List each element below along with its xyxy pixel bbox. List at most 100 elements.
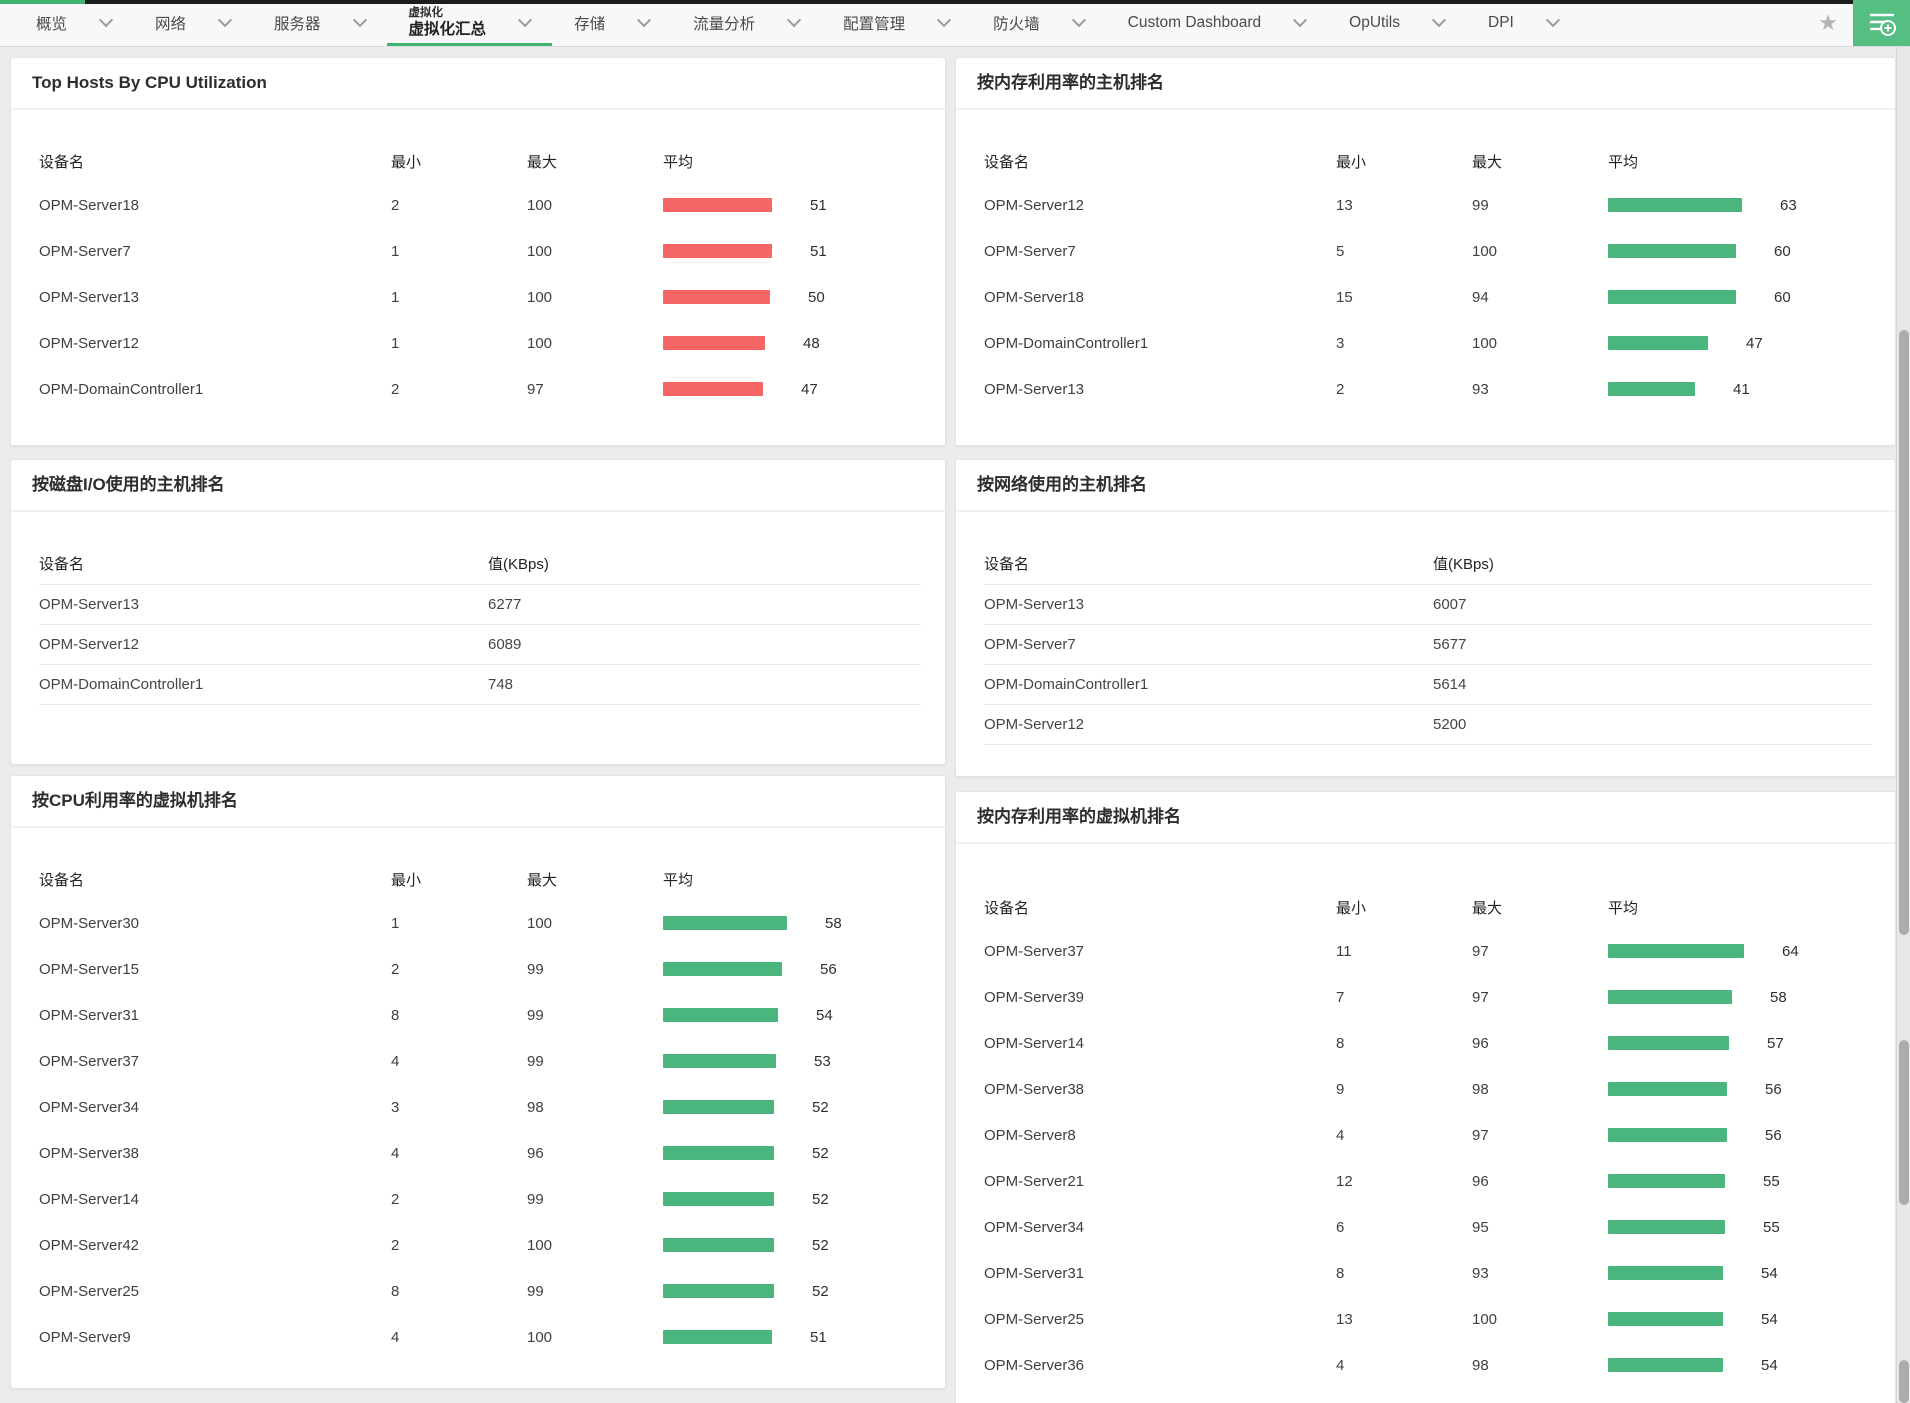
device-name[interactable]: OPM-Server25	[984, 1310, 1085, 1328]
device-name[interactable]: OPM-Server7	[984, 242, 1076, 260]
average-bar	[1608, 990, 1732, 1004]
device-name[interactable]: OPM-Server7	[39, 242, 131, 260]
tab-virtualization-summary[interactable]: 虚拟化 虚拟化汇总	[386, 0, 553, 46]
favorite-star-icon[interactable]: ★	[1818, 10, 1838, 35]
max-value: 100	[527, 1236, 553, 1254]
tab-oputils[interactable]: OpUtils	[1327, 0, 1466, 46]
col-max: 最大	[1472, 899, 1503, 917]
table-row: OPM-Server31 8 93 54	[984, 1250, 1871, 1296]
col-avg: 平均	[663, 871, 694, 889]
table-header: 设备名 值(KBps)	[39, 542, 921, 585]
min-value: 1	[391, 242, 400, 260]
average-value: 54	[1761, 1356, 1778, 1374]
tab-storage[interactable]: 存储	[552, 0, 671, 46]
min-value: 2	[391, 1190, 400, 1208]
max-value: 97	[1472, 988, 1489, 1006]
tab-firewall[interactable]: 防火墙	[971, 0, 1106, 46]
min-value: 2	[1336, 380, 1345, 398]
table-header: 设备名 最小 最大 平均	[39, 858, 921, 900]
scrollbar-thumb[interactable]	[1899, 1360, 1909, 1403]
device-name[interactable]: OPM-Server30	[39, 914, 140, 932]
max-value: 100	[1472, 334, 1498, 352]
chevron-down-icon	[352, 13, 367, 28]
tab-traffic-analysis[interactable]: 流量分析	[671, 0, 821, 46]
device-name[interactable]: OPM-Server18	[39, 196, 140, 214]
min-value: 6	[1336, 1218, 1345, 1236]
table-row: OPM-Server12 1 100 48	[39, 320, 921, 366]
device-name[interactable]: OPM-Server15	[39, 960, 140, 978]
panel-top-vms-cpu: 按CPU利用率的虚拟机排名 设备名 最小 最大 平均 OPM-Server30 1…	[10, 775, 946, 1389]
device-name[interactable]: OPM-Server25	[39, 1282, 140, 1300]
min-value: 7	[1336, 988, 1345, 1006]
min-value: 4	[391, 1328, 400, 1346]
min-value: 8	[391, 1006, 400, 1024]
device-name[interactable]: OPM-Server8	[984, 1126, 1076, 1144]
col-max: 最大	[527, 153, 558, 171]
device-name[interactable]: OPM-Server12	[984, 196, 1085, 214]
device-name[interactable]: OPM-DomainController1	[39, 676, 204, 693]
tab-label: 服务器	[274, 16, 321, 33]
tab-dpi[interactable]: DPI	[1466, 0, 1580, 46]
tab-custom-dashboard[interactable]: Custom Dashboard	[1106, 0, 1328, 46]
device-name[interactable]: OPM-Server37	[39, 1052, 140, 1070]
device-name[interactable]: OPM-Server37	[984, 942, 1085, 960]
device-name[interactable]: OPM-Server9	[39, 1328, 131, 1346]
device-name[interactable]: OPM-DomainController1	[984, 676, 1149, 693]
table-row: OPM-Server15 2 99 56	[39, 946, 921, 992]
tab-servers[interactable]: 服务器	[252, 0, 387, 46]
device-name[interactable]: OPM-Server34	[39, 1098, 140, 1116]
device-name[interactable]: OPM-Server34	[984, 1218, 1085, 1236]
vertical-scrollbar[interactable]	[1896, 46, 1910, 1403]
device-name[interactable]: OPM-Server42	[39, 1236, 140, 1254]
device-name[interactable]: OPM-Server14	[39, 1190, 140, 1208]
min-value: 2	[391, 196, 400, 214]
tab-label: 网络	[155, 16, 187, 33]
device-name[interactable]: OPM-Server14	[984, 1034, 1085, 1052]
col-device-name: 设备名	[984, 555, 1030, 573]
tab-label-stack: 虚拟化 虚拟化汇总	[409, 7, 487, 38]
device-name[interactable]: OPM-Server12	[39, 334, 140, 352]
panel-title: 按CPU利用率的虚拟机排名	[11, 776, 945, 828]
device-name[interactable]: OPM-Server13	[39, 288, 140, 306]
device-name[interactable]: OPM-DomainController1	[39, 380, 204, 398]
table-header: 设备名 值(KBps)	[984, 542, 1871, 585]
average-bar	[1608, 1082, 1727, 1096]
device-name[interactable]: OPM-DomainController1	[984, 334, 1149, 352]
tab-overview[interactable]: 概览	[14, 0, 133, 46]
chevron-down-icon	[637, 13, 652, 28]
max-value: 93	[1472, 380, 1489, 398]
max-value: 97	[527, 380, 544, 398]
tab-network[interactable]: 网络	[133, 0, 252, 46]
table-row: OPM-Server13 6277	[39, 585, 921, 625]
table-row: OPM-Server21 12 96 55	[984, 1158, 1871, 1204]
top-accent-bar-progress	[0, 0, 85, 4]
device-name[interactable]: OPM-Server18	[984, 288, 1085, 306]
chevron-down-icon	[1071, 13, 1086, 28]
device-name[interactable]: OPM-Server12	[39, 636, 140, 653]
device-name[interactable]: OPM-Server38	[984, 1080, 1085, 1098]
device-name[interactable]: OPM-Server13	[39, 596, 140, 613]
table-row: OPM-Server7 1 100 51	[39, 228, 921, 274]
device-name[interactable]: OPM-Server12	[984, 716, 1085, 733]
table-row: OPM-Server18 15 94 60	[984, 274, 1871, 320]
value-kbps: 6277	[488, 596, 522, 613]
tab-config-management[interactable]: 配置管理	[821, 0, 971, 46]
average-bar	[1608, 1358, 1723, 1372]
scrollbar-thumb[interactable]	[1899, 1040, 1909, 1205]
device-name[interactable]: OPM-Server7	[984, 636, 1076, 653]
device-name[interactable]: OPM-Server13	[984, 380, 1085, 398]
device-name[interactable]: OPM-Server13	[984, 596, 1085, 613]
device-name[interactable]: OPM-Server38	[39, 1144, 140, 1162]
average-bar	[663, 244, 772, 258]
device-name[interactable]: OPM-Server31	[39, 1006, 140, 1024]
panel-title: Top Hosts By CPU Utilization	[11, 58, 945, 110]
average-value: 56	[1765, 1126, 1782, 1144]
scrollbar-thumb[interactable]	[1899, 330, 1909, 935]
device-name[interactable]: OPM-Server31	[984, 1264, 1085, 1282]
widget-menu-button[interactable]	[1853, 0, 1910, 46]
table-row: OPM-Server18 2 100 51	[39, 182, 921, 228]
device-name[interactable]: OPM-Server36	[984, 1356, 1085, 1374]
min-value: 4	[1336, 1356, 1345, 1374]
device-name[interactable]: OPM-Server39	[984, 988, 1085, 1006]
device-name[interactable]: OPM-Server21	[984, 1172, 1085, 1190]
